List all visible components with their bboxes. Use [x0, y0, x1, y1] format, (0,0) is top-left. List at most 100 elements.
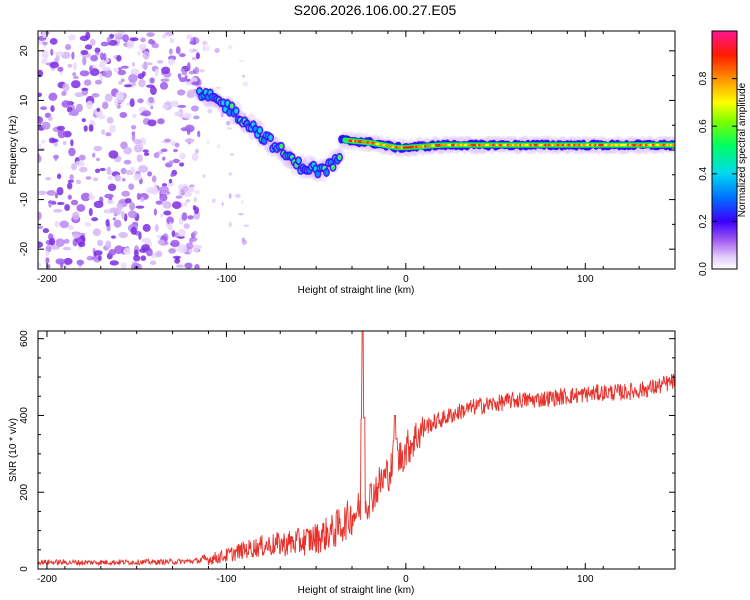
x-tick-label: -100: [216, 574, 236, 585]
noise-blob: [106, 200, 115, 205]
noise-blob: [192, 245, 200, 253]
noise-blob: [177, 229, 186, 237]
colorbar-gradient: [711, 30, 738, 270]
y-tick-label: 0: [19, 566, 30, 572]
x-tick-label: 0: [403, 574, 409, 585]
noise-blob: [121, 190, 130, 197]
noise-blob: [127, 210, 138, 219]
noise-blob: [48, 116, 53, 122]
noise-blob: [177, 89, 186, 96]
noise-blob: [56, 125, 65, 131]
noise-blob: [75, 160, 85, 167]
noise-blob: [42, 41, 48, 46]
noise-blob: [214, 48, 220, 53]
noise-blob: [132, 62, 135, 67]
noise-blob: [44, 112, 52, 119]
noise-blob: [174, 142, 180, 148]
noise-blob: [146, 62, 153, 66]
noise-blob: [241, 239, 247, 245]
colorbar-tick-label: 0.0: [698, 262, 709, 276]
noise-blob: [153, 183, 157, 192]
noise-blob: [89, 38, 96, 46]
noise-blob: [192, 48, 198, 52]
noise-blob: [135, 205, 145, 209]
noise-blob: [166, 216, 174, 225]
trace-core: [331, 164, 335, 170]
noise-blob: [183, 223, 190, 230]
colorbar: 0.0 0.2 0.4 0.6 0.8 Normalized spectral ampl…: [698, 30, 748, 276]
noise-blob: [146, 32, 155, 37]
noise-blob: [168, 58, 175, 65]
spectrogram-x-label: Height of straight line (km): [298, 285, 415, 296]
noise-blob: [114, 174, 122, 182]
noise-blob: [162, 201, 172, 209]
noise-blob: [101, 129, 106, 135]
noise-blob: [141, 62, 149, 70]
noise-blob: [170, 173, 175, 177]
noise-blob: [75, 179, 82, 185]
noise-blob: [54, 220, 60, 228]
noise-blob: [82, 56, 87, 66]
noise-blob: [64, 204, 70, 211]
noise-blob: [243, 224, 250, 227]
noise-blob: [61, 91, 67, 96]
noise-blob: [103, 53, 107, 61]
noise-blob: [83, 79, 92, 86]
noise-blob: [147, 171, 153, 177]
noise-blob: [179, 53, 186, 58]
noise-blob: [104, 93, 113, 102]
noise-blob: [70, 199, 79, 206]
noise-blob: [97, 115, 106, 120]
noise-blob: [41, 50, 49, 60]
noise-blob: [67, 179, 74, 183]
noise-blob: [63, 257, 73, 265]
noise-blob: [226, 120, 231, 126]
noise-blob: [76, 259, 85, 266]
noise-blob: [119, 112, 128, 118]
noise-blob: [133, 249, 139, 257]
noise-blob: [177, 104, 187, 108]
noise-blob: [106, 166, 112, 176]
noise-blob: [168, 178, 173, 184]
trace-core: [337, 154, 342, 160]
noise-blob: [47, 200, 57, 204]
noise-blob: [179, 77, 188, 83]
noise-blob: [71, 80, 81, 89]
noise-blob: [92, 152, 96, 158]
noise-blob: [98, 255, 102, 261]
noise-blob: [124, 198, 132, 204]
noise-blob: [133, 255, 141, 262]
trace-core: [279, 143, 284, 149]
snr-panel: -200 -100 0 100 0 200 400 600 Height of straigh…: [8, 330, 676, 596]
noise-blob: [132, 37, 139, 42]
noise-blob: [142, 50, 150, 60]
noise-blob: [228, 222, 232, 227]
noise-blob: [59, 220, 69, 229]
noise-blob: [174, 232, 179, 239]
noise-blob: [199, 69, 205, 73]
noise-blob: [86, 255, 94, 261]
noise-blob: [238, 213, 244, 216]
snr-y-label: SNR (10 * v/v): [8, 418, 19, 482]
noise-blob: [81, 87, 89, 91]
noise-blob: [56, 201, 65, 206]
noise-blob: [205, 45, 210, 52]
noise-blob: [177, 73, 182, 79]
noise-blob: [62, 83, 70, 92]
noise-blob: [242, 75, 245, 78]
colorbar-ticks: 0.0 0.2 0.4 0.6 0.8: [698, 71, 737, 276]
noise-blob: [95, 79, 102, 85]
noise-blob: [137, 73, 144, 80]
noise-blob: [40, 106, 48, 111]
noise-blob: [168, 222, 173, 230]
colorbar-tick-label: 0.6: [698, 119, 709, 133]
noise-blob: [75, 103, 83, 113]
noise-blob: [191, 81, 200, 86]
noise-blob: [62, 141, 67, 145]
noise-blob: [226, 127, 233, 130]
noise-blob: [192, 205, 197, 211]
noise-blob: [176, 264, 184, 268]
noise-blob: [136, 154, 143, 163]
noise-blob: [186, 128, 191, 136]
noise-blob: [73, 62, 77, 71]
